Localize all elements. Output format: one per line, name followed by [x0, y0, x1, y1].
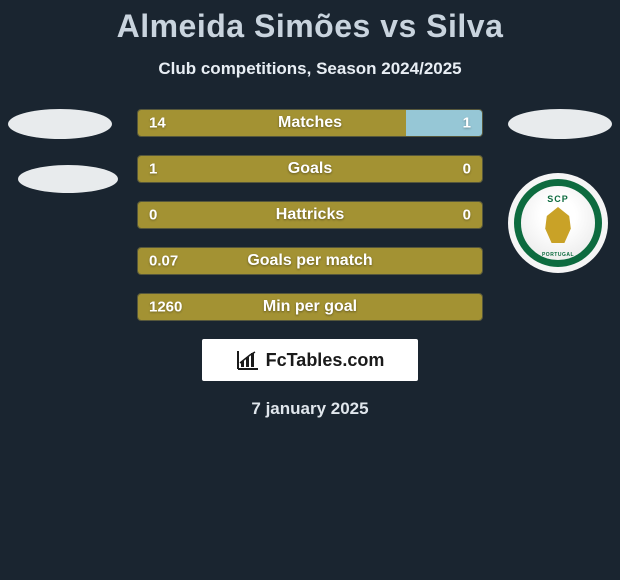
stat-row: Matches 14 1: [137, 109, 483, 137]
crest-country: PORTUGAL: [542, 252, 574, 258]
stat-label: Goals: [288, 160, 332, 178]
left-badge-placeholder-2: [18, 165, 118, 193]
stat-value-left: 0.07: [149, 253, 178, 270]
lion-icon: [542, 207, 574, 243]
right-team-badges: SCP PORTUGAL: [508, 109, 612, 273]
brand-box: FcTables.com: [202, 339, 418, 381]
stat-value-left: 1: [149, 161, 157, 178]
stat-value-left: 0: [149, 207, 157, 224]
crest-code: SCP: [547, 194, 569, 204]
stat-value-right: 0: [463, 161, 471, 178]
date-label: 7 january 2025: [0, 399, 620, 419]
stat-label: Goals per match: [247, 252, 372, 270]
comparison-infographic: Almeida Simões vs Silva Club competition…: [0, 0, 620, 419]
stat-row: Hattricks 0 0: [137, 201, 483, 229]
subtitle: Club competitions, Season 2024/2025: [0, 59, 620, 79]
stat-bar-left-segment: [138, 110, 406, 136]
stat-row: Goals per match 0.07: [137, 247, 483, 275]
stat-label: Hattricks: [276, 206, 344, 224]
stat-value-right: 1: [463, 115, 471, 132]
stat-label: Matches: [278, 114, 342, 132]
stat-value-left: 14: [149, 115, 166, 132]
page-title: Almeida Simões vs Silva: [0, 8, 620, 45]
stat-bars: Matches 14 1 Goals 1 0 Hattricks 0 0 Goals per ma…: [137, 109, 483, 321]
crest-inner: SCP PORTUGAL: [514, 179, 602, 267]
stat-label: Min per goal: [263, 298, 357, 316]
stat-value-right: 0: [463, 207, 471, 224]
right-badge-placeholder-1: [508, 109, 612, 139]
bar-chart-icon: [236, 349, 260, 371]
comparison-area: SCP PORTUGAL Matches 14 1 Goals 1 0 Hattricks 0…: [0, 109, 620, 321]
left-team-badges: [8, 109, 118, 193]
brand-text: FcTables.com: [266, 350, 385, 371]
left-badge-placeholder-1: [8, 109, 112, 139]
stat-row: Min per goal 1260: [137, 293, 483, 321]
right-club-crest: SCP PORTUGAL: [508, 173, 608, 273]
stat-row: Goals 1 0: [137, 155, 483, 183]
stat-value-left: 1260: [149, 299, 182, 316]
